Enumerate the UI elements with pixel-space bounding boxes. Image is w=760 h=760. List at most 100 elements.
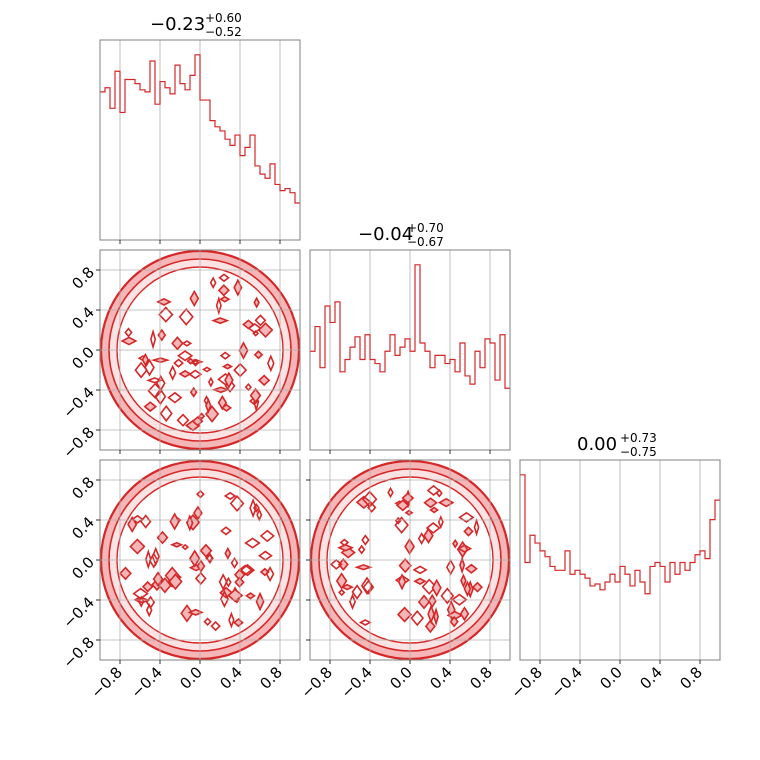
contour-blob [191,359,200,367]
contour-blob [256,508,263,522]
panel-diag-2: −0.04 +0.70 −0.67 [309,221,511,454]
contour-blob [228,611,235,629]
title-diag-2: −0.04 [358,224,413,245]
contour-blob [259,529,275,543]
y-tick-label-4: 0.8 [68,473,98,503]
contour-blob [437,514,444,530]
contour-blob [169,541,184,548]
contour-blob [245,592,256,600]
contour-blob [329,558,343,570]
y-tick-label-0: −0.8 [60,633,98,671]
contour-blob [143,401,158,413]
contour-blob [131,514,144,524]
contour-blob [234,576,245,588]
contour-blob [203,617,212,626]
contour-blob [233,618,244,628]
contour-blob [459,555,466,575]
contour-blob [394,516,402,525]
contour-blob [362,579,375,595]
contour-blob [223,491,237,501]
contour-blob [198,412,206,421]
x-tick-label-2: 0.0 [596,663,626,693]
contour-blob [429,506,440,514]
x-tick-label-0: −0.8 [508,663,546,701]
y-tick-label-4: 0.8 [68,263,98,293]
contour-blob [218,273,230,283]
contour-blob [360,576,374,595]
contour-blob [219,589,229,609]
contour-blob [410,609,425,627]
contour-blob [145,595,156,610]
contour-blob [244,537,261,549]
contour-blob [233,362,248,378]
y-tick-label-2: 0.0 [68,343,98,373]
contour-blob [176,350,194,362]
x-tick-label-3: 0.4 [216,663,246,693]
title-plus-2: +0.70 [407,221,444,235]
y-tick-label-1: −0.4 [60,383,98,421]
contour-blob [141,352,150,367]
title-minus-3: −0.75 [620,445,657,459]
contour-blob [463,526,474,537]
contour-blob [427,593,437,609]
contour-blob [196,489,205,499]
contour-blob [205,397,212,414]
contour-blob [473,517,480,537]
histogram-line-2 [310,264,510,389]
contour-blob [227,588,244,603]
contour-blob [150,357,171,364]
contour-blob [220,403,233,412]
panel-lower-3-1: −0.8−0.40.00.40.8 −0.8 −0.4 0.0 0.4 0.8 [60,459,301,702]
contour-blob [249,387,262,404]
x-tick-label-3: 0.4 [636,663,666,693]
contour-blob [425,522,441,534]
x-tick-label-3: 0.4 [426,663,456,693]
title-plus-1: +0.60 [205,11,242,25]
contour-blob [398,558,412,574]
contour-blob [146,377,164,384]
x-tick-label-4: 0.8 [676,663,706,693]
contour-blob [459,606,470,622]
contour-blob [120,336,138,346]
contour-blob [168,573,183,591]
contour-blob [239,563,256,577]
contour-blob [424,619,436,634]
contour-blob [267,354,275,373]
title-minus-1: −0.52 [205,25,242,39]
x-tick-label-1: −0.4 [338,663,376,701]
contour-blob [387,486,394,499]
contour-blob [255,591,265,612]
contour-blob [456,544,473,553]
contour-blob [427,604,435,625]
contour-blob [337,557,349,571]
contour-blob [217,394,228,411]
contour-blob [156,530,169,545]
contour-blob [156,297,172,306]
contour-blob [339,538,350,547]
contour-blob [395,499,410,512]
contour-blob [225,576,232,588]
x-tick-label-0: −0.8 [88,663,126,701]
contour-blob [433,606,439,627]
contour-blob [224,546,232,560]
panel-lower-2-1: −0.8−0.4 0.0 0.4 0.8 [60,249,301,462]
contour-blob [202,366,212,373]
contour-blob [219,295,231,303]
x-tick-label-1: −0.4 [548,663,586,701]
contour-blob [150,328,157,350]
title-median-1: −0.23 [150,14,205,35]
contour-blob [189,289,200,308]
contour-blob [460,573,467,589]
contour-blob [397,573,407,591]
contour-blob [423,497,438,509]
contour-blob [186,357,195,365]
contour-blob [169,512,180,531]
contour-blob [351,584,363,600]
y-tick-label-3: 0.4 [68,303,98,333]
contour-blob [463,580,472,598]
contour-blob [242,319,255,330]
contour-blob [181,543,190,551]
contour-blob [404,509,414,516]
contour-blob [464,563,478,574]
